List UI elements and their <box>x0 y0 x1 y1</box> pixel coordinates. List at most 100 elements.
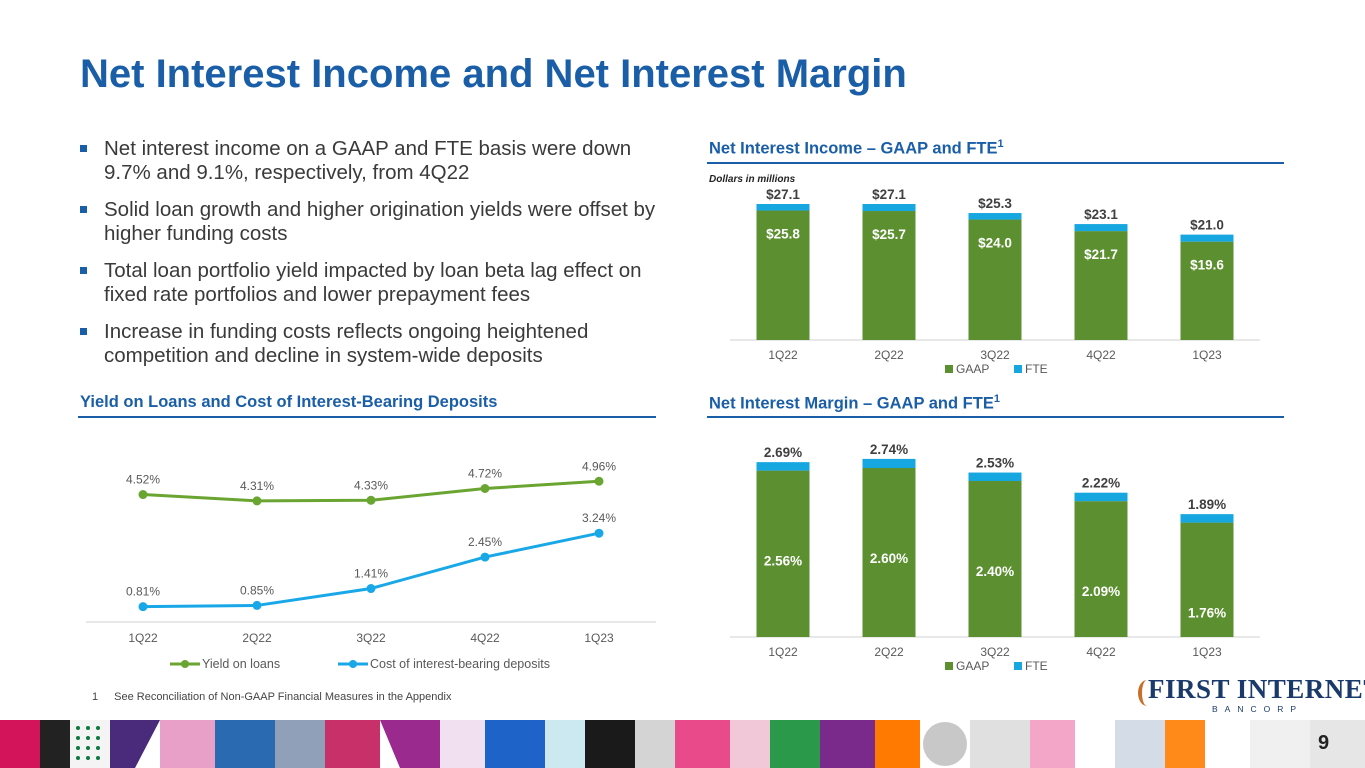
x-tick-label: 1Q23 <box>1192 645 1222 659</box>
bullet-text: Net interest income on a GAAP and FTE ba… <box>104 137 632 184</box>
bullet-square-icon <box>80 267 87 274</box>
legend-yield-label: Yield on loans <box>202 657 280 671</box>
gaap-bar <box>756 210 810 340</box>
x-tick-label: 2Q22 <box>874 348 904 362</box>
company-logo: FIRST INTERNET BANCORP <box>1138 674 1365 716</box>
yield-chart: 4.52% 4.31% 4.33% 4.72% 4.96% 0.81% 0.85% 1.41%… <box>86 459 656 671</box>
bullet-item: Increase in funding costs reflects ongoi… <box>80 320 680 368</box>
gaap-bar <box>862 211 916 340</box>
bullet-item: Solid loan growth and higher origination… <box>80 198 680 246</box>
legend-gaap-swatch <box>945 365 953 373</box>
fte-bar <box>862 204 916 212</box>
x-tick-label: 3Q22 <box>980 645 1010 659</box>
bullet-item: Total loan portfolio yield impacted by l… <box>80 259 680 307</box>
total-data-label: $25.3 <box>978 196 1012 211</box>
yield-section-title: Yield on Loans and Cost of Interest-Bear… <box>80 393 498 411</box>
yield-point <box>252 496 262 506</box>
total-data-label: 2.53% <box>976 456 1014 471</box>
fte-bar <box>756 462 810 471</box>
yield-data-label: 4.33% <box>354 478 388 492</box>
x-tick-label: 3Q22 <box>980 348 1010 362</box>
cost-data-label: 3.24% <box>582 511 616 525</box>
x-tick-label: 1Q22 <box>128 631 158 645</box>
bullet-text: Increase in funding costs reflects ongoi… <box>104 320 589 367</box>
fte-bar <box>756 204 810 211</box>
yield-point <box>480 484 490 494</box>
footnote: 1 See Reconciliation of Non-GAAP Financia… <box>92 691 452 703</box>
gaap-data-label: $21.7 <box>1084 247 1118 262</box>
legend-gaap-swatch <box>945 662 953 670</box>
gaap-bar <box>1074 231 1128 340</box>
fte-bar <box>968 472 1022 481</box>
fte-bar <box>1180 234 1234 242</box>
decorative-banner <box>0 720 1365 768</box>
nii-title-rule <box>707 162 1284 164</box>
bullet-text: Solid loan growth and higher origination… <box>104 198 656 245</box>
total-data-label: 2.22% <box>1082 476 1120 491</box>
page-number: 9 <box>1318 732 1330 754</box>
yield-data-label: 4.72% <box>468 467 502 481</box>
gaap-data-label: 1.76% <box>1188 606 1226 621</box>
nim-title-rule <box>707 416 1284 418</box>
logo-name: FIRST INTERNET <box>1148 674 1365 704</box>
gaap-data-label: 2.60% <box>870 551 908 566</box>
x-tick-label: 4Q22 <box>1086 348 1116 362</box>
fte-bar <box>1074 224 1128 232</box>
total-data-label: $27.1 <box>872 187 906 202</box>
legend-cost-label: Cost of interest-bearing deposits <box>370 657 550 671</box>
yield-data-label: 4.31% <box>240 479 274 493</box>
legend-fte-swatch <box>1014 365 1022 373</box>
gaap-data-label: $19.6 <box>1190 258 1224 273</box>
fte-bar <box>1180 514 1234 523</box>
bullet-text: Total loan portfolio yield impacted by l… <box>104 259 642 306</box>
gaap-bar <box>968 481 1022 637</box>
cost-point <box>138 602 148 612</box>
bullet-square-icon <box>80 145 87 152</box>
yield-data-label: 4.96% <box>582 459 616 473</box>
cost-data-label: 1.41% <box>354 567 388 581</box>
gaap-bar <box>968 219 1022 340</box>
yield-point <box>366 495 376 505</box>
x-tick-label: 3Q22 <box>356 631 386 645</box>
legend-fte-label: FTE <box>1025 659 1048 673</box>
bullet-item: Net interest income on a GAAP and FTE ba… <box>80 137 680 185</box>
cost-point <box>594 528 604 538</box>
gaap-data-label: 2.56% <box>764 554 802 569</box>
nii-units-note: Dollars in millions <box>709 174 796 185</box>
gaap-bar <box>756 470 810 637</box>
x-tick-label: 1Q22 <box>768 645 798 659</box>
legend-yield-marker <box>181 660 189 668</box>
cost-point <box>480 552 490 562</box>
bullet-square-icon <box>80 206 87 213</box>
bullet-list: Net interest income on a GAAP and FTE ba… <box>80 137 680 381</box>
yield-data-label: 4.52% <box>126 473 160 487</box>
gaap-data-label: $25.7 <box>872 227 906 242</box>
yield-point <box>594 476 604 486</box>
bullet-square-icon <box>80 328 87 335</box>
page-title: Net Interest Income and Net Interest Mar… <box>80 52 907 96</box>
cost-data-label: 0.81% <box>126 585 160 599</box>
total-data-label: 1.89% <box>1188 497 1226 512</box>
legend-gaap-label: GAAP <box>956 362 989 376</box>
cost-data-label: 0.85% <box>240 583 274 597</box>
gaap-data-label: $24.0 <box>978 236 1012 251</box>
logo-swoosh-icon <box>1138 680 1156 706</box>
total-data-label: 2.74% <box>870 442 908 457</box>
legend-fte-swatch <box>1014 662 1022 670</box>
x-tick-label: 4Q22 <box>470 631 500 645</box>
legend-cost-marker <box>349 660 357 668</box>
gaap-data-label: 2.40% <box>976 564 1014 579</box>
legend-fte-label: FTE <box>1025 362 1048 376</box>
fte-bar <box>862 458 916 468</box>
total-data-label: 2.69% <box>764 445 802 460</box>
legend-gaap-label: GAAP <box>956 659 989 673</box>
nii-chart: $25.8 $27.1 1Q22 $25.7 $27.1 2Q22 $24.0 $25.3 3Q… <box>730 187 1260 376</box>
cost-point <box>252 600 262 610</box>
nii-section-title: Net Interest Income – GAAP and FTE1 <box>709 138 1004 158</box>
gaap-bar <box>1074 501 1128 637</box>
fte-bar <box>968 213 1022 220</box>
x-tick-label: 2Q22 <box>242 631 272 645</box>
gaap-bar <box>1180 522 1234 637</box>
nim-section-title: Net Interest Margin – GAAP and FTE1 <box>709 393 1000 413</box>
x-tick-label: 4Q22 <box>1086 645 1116 659</box>
